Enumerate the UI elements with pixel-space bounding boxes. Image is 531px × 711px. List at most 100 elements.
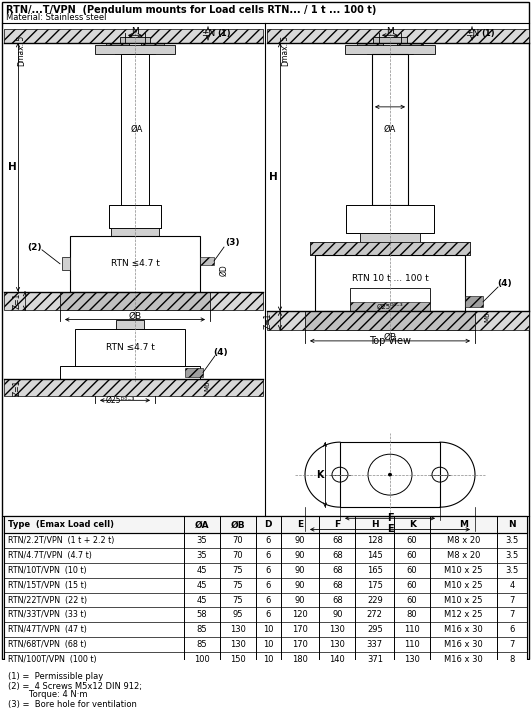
Polygon shape (200, 257, 214, 264)
Text: 68: 68 (332, 566, 343, 574)
Text: 6: 6 (509, 625, 515, 634)
Text: 7: 7 (509, 611, 515, 619)
Bar (75, 328, 185, 366)
Text: 110: 110 (404, 625, 420, 634)
Text: M: M (386, 27, 394, 36)
Bar (383, 43, 397, 50)
Text: 45: 45 (196, 596, 207, 604)
Text: M8 x 20: M8 x 20 (447, 551, 480, 560)
Text: 337: 337 (367, 640, 383, 649)
Text: 295: 295 (367, 625, 383, 634)
Text: RTN/100T/VPN  (100 t): RTN/100T/VPN (100 t) (8, 655, 97, 664)
Text: M8 x 20: M8 x 20 (447, 536, 480, 545)
Text: 145: 145 (367, 551, 383, 560)
Text: 75: 75 (233, 566, 243, 574)
Text: 6: 6 (266, 611, 271, 619)
Text: N: N (508, 520, 516, 529)
Text: 229: 229 (367, 596, 383, 604)
Polygon shape (4, 379, 263, 396)
Bar (345, 45, 435, 54)
Text: 170: 170 (292, 640, 308, 649)
Text: 128: 128 (367, 536, 383, 545)
Text: D: D (18, 60, 27, 66)
Bar (360, 233, 420, 242)
Text: M10 x 25: M10 x 25 (444, 566, 483, 574)
Text: M: M (459, 520, 468, 529)
Text: H: H (7, 162, 16, 172)
Bar (340, 442, 440, 507)
Text: 110: 110 (404, 640, 420, 649)
Text: 150: 150 (230, 655, 246, 664)
Text: ØB: ØB (129, 312, 142, 321)
Text: 90: 90 (295, 581, 305, 589)
Text: RTN/15T/VPN  (15 t): RTN/15T/VPN (15 t) (8, 581, 87, 589)
Text: ØA: ØA (384, 125, 396, 134)
Text: 90: 90 (295, 536, 305, 545)
Text: 70: 70 (233, 551, 243, 560)
Bar (315, 255, 465, 311)
Text: 90: 90 (332, 611, 342, 619)
Text: ØB: ØB (230, 520, 245, 529)
Bar (95, 45, 175, 54)
Bar (116, 319, 144, 328)
Text: RTN/33T/VPN  (33 t): RTN/33T/VPN (33 t) (8, 611, 87, 619)
Polygon shape (346, 205, 360, 233)
Bar (310, 242, 470, 255)
Text: Ø25ᴰ⁰⁻³: Ø25ᴰ⁰⁻³ (105, 396, 135, 405)
Text: 6: 6 (266, 566, 271, 574)
Text: max. 5: max. 5 (18, 36, 27, 63)
Text: ±N: ±N (465, 29, 479, 38)
Text: E: E (297, 520, 303, 529)
Text: 10: 10 (263, 655, 273, 664)
Text: M: M (131, 27, 139, 36)
Bar (4, 516, 527, 667)
Text: ØD: ØD (219, 264, 228, 276)
Text: ØA: ØA (194, 520, 209, 529)
Bar (109, 205, 161, 228)
Text: 60: 60 (407, 536, 417, 545)
Text: 90: 90 (295, 566, 305, 574)
Text: M10 x 25: M10 x 25 (444, 581, 483, 589)
Bar (121, 54, 149, 205)
Text: D: D (281, 60, 290, 66)
Text: (1): (1) (217, 29, 231, 38)
Text: E: E (387, 525, 393, 535)
Text: M16 x 30: M16 x 30 (444, 640, 483, 649)
Bar (129, 43, 141, 55)
Text: 90: 90 (295, 551, 305, 560)
Text: 175: 175 (367, 581, 383, 589)
Text: 170: 170 (292, 625, 308, 634)
Polygon shape (267, 28, 529, 43)
Bar (60, 366, 200, 379)
Text: Z=1: Z=1 (264, 312, 273, 328)
Text: Ø25ᴰ⁰⁻³: Ø25ᴰ⁰⁻³ (376, 304, 404, 309)
Text: 68: 68 (332, 596, 343, 604)
Text: 75: 75 (233, 581, 243, 589)
Text: Torque: 4 N·m: Torque: 4 N·m (8, 690, 88, 699)
Polygon shape (367, 48, 413, 54)
Text: ±N: ±N (201, 29, 215, 38)
Polygon shape (465, 296, 483, 307)
Text: RTN/47T/VPN  (47 t): RTN/47T/VPN (47 t) (8, 625, 87, 634)
Text: RTN/...T/VPN  (Pendulum mounts for Load cells RTN... / 1 t ... 100 t): RTN/...T/VPN (Pendulum mounts for Load c… (6, 5, 376, 15)
Text: 85: 85 (196, 625, 207, 634)
Text: 7: 7 (509, 640, 515, 649)
Text: Type  (Emax Load cell): Type (Emax Load cell) (8, 520, 114, 529)
Text: M16 x 30: M16 x 30 (444, 625, 483, 634)
Text: 6: 6 (266, 551, 271, 560)
Text: 85: 85 (196, 640, 207, 649)
Polygon shape (60, 292, 210, 310)
Text: 3.5: 3.5 (505, 566, 518, 574)
Bar (111, 228, 159, 236)
Bar (372, 54, 408, 205)
Bar (120, 37, 150, 43)
Text: 165: 165 (367, 566, 383, 574)
Text: (2): (2) (27, 242, 41, 252)
Polygon shape (310, 242, 470, 255)
Text: H: H (371, 520, 379, 529)
Text: 95: 95 (233, 611, 243, 619)
Polygon shape (420, 205, 434, 233)
Text: H: H (269, 172, 277, 182)
Bar (60, 292, 210, 310)
Text: M16 x 30: M16 x 30 (444, 655, 483, 664)
